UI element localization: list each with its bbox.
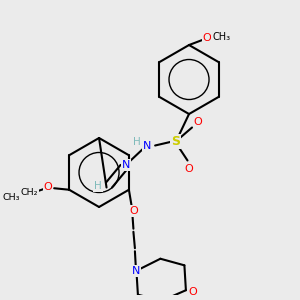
Text: CH₂: CH₂: [21, 188, 38, 197]
Text: N: N: [122, 160, 130, 170]
Text: H: H: [94, 181, 102, 191]
Text: O: O: [44, 182, 52, 192]
Text: O: O: [129, 206, 138, 216]
Text: S: S: [171, 134, 180, 148]
Text: CH₃: CH₃: [2, 193, 20, 202]
Text: N: N: [132, 266, 141, 276]
Text: O: O: [184, 164, 194, 174]
Text: O: O: [202, 33, 211, 43]
Text: O: O: [194, 116, 202, 127]
Text: H: H: [133, 137, 140, 147]
Text: O: O: [188, 287, 197, 297]
Text: CH₃: CH₃: [212, 32, 230, 42]
Text: N: N: [143, 140, 151, 151]
